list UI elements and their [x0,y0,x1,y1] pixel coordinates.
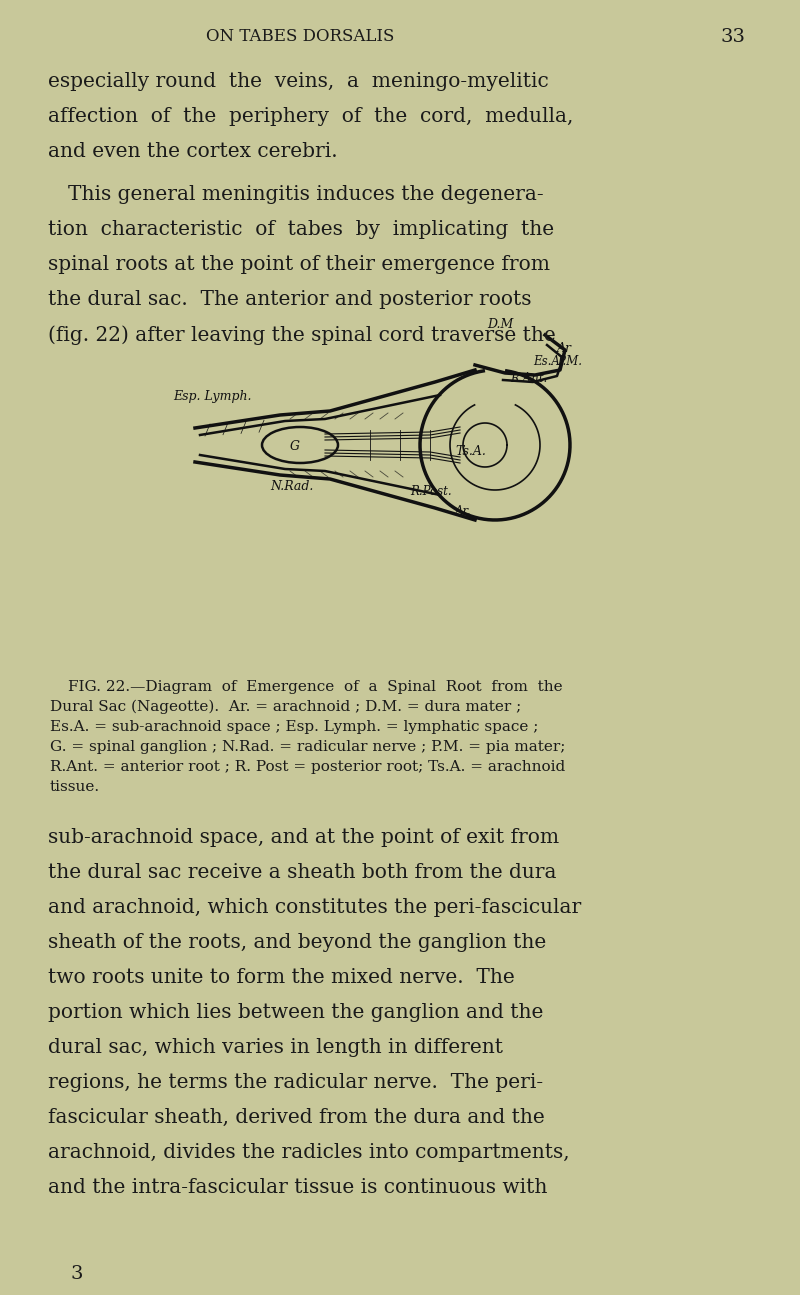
Text: the dural sac receive a sheath both from the dura: the dural sac receive a sheath both from… [48,862,557,882]
Text: Ar.: Ar. [455,505,472,518]
Text: FIG. 22.—Diagram  of  Emergence  of  a  Spinal  Root  from  the: FIG. 22.—Diagram of Emergence of a Spina… [68,680,562,694]
Text: P.M.: P.M. [557,355,582,368]
Text: and arachnoid, which constitutes the peri-fascicular: and arachnoid, which constitutes the per… [48,897,582,917]
Text: Esp. Lymph.: Esp. Lymph. [173,390,251,403]
Text: Es.A: Es.A [533,355,560,368]
Text: N.Rad.: N.Rad. [270,480,314,493]
Text: fascicular sheath, derived from the dura and the: fascicular sheath, derived from the dura… [48,1109,545,1127]
Text: R.Ant. = anterior root ; R. Post = posterior root; Ts.A. = arachnoid: R.Ant. = anterior root ; R. Post = poste… [50,760,566,774]
Text: (fig. 22) after leaving the spinal cord traverse the: (fig. 22) after leaving the spinal cord … [48,325,556,344]
Text: the dural sac.  The anterior and posterior roots: the dural sac. The anterior and posterio… [48,290,531,310]
Text: D.M: D.M [487,319,513,332]
Text: portion which lies between the ganglion and the: portion which lies between the ganglion … [48,1004,543,1022]
Text: tion  characteristic  of  tabes  by  implicating  the: tion characteristic of tabes by implicat… [48,220,554,240]
Text: G: G [290,440,300,453]
Text: tissue.: tissue. [50,780,100,794]
Text: dural sac, which varies in length in different: dural sac, which varies in length in dif… [48,1039,503,1057]
Text: Ar: Ar [557,342,572,355]
Text: especially round  the  veins,  a  meningo-myelitic: especially round the veins, a meningo-my… [48,73,549,91]
Text: ON TABES DORSALIS: ON TABES DORSALIS [206,28,394,45]
Text: Ts.A.: Ts.A. [455,445,486,458]
Text: and the intra-fascicular tissue is continuous with: and the intra-fascicular tissue is conti… [48,1178,547,1197]
Text: This general meningitis induces the degenera-: This general meningitis induces the dege… [68,185,544,205]
Text: spinal roots at the point of their emergence from: spinal roots at the point of their emerg… [48,255,550,275]
Text: Es.A. = sub-arachnoid space ; Esp. Lymph. = lymphatic space ;: Es.A. = sub-arachnoid space ; Esp. Lymph… [50,720,538,734]
Text: regions, he terms the radicular nerve.  The peri-: regions, he terms the radicular nerve. T… [48,1074,543,1092]
Text: 33: 33 [720,28,745,47]
Text: sheath of the roots, and beyond the ganglion the: sheath of the roots, and beyond the gang… [48,932,546,952]
Text: and even the cortex cerebri.: and even the cortex cerebri. [48,142,338,161]
Text: Dural Sac (Nageotte).  Ar. = arachnoid ; D.M. = dura mater ;: Dural Sac (Nageotte). Ar. = arachnoid ; … [50,701,522,715]
Text: R.Post.: R.Post. [410,486,452,499]
Text: 3: 3 [70,1265,82,1283]
Text: G. = spinal ganglion ; N.Rad. = radicular nerve ; P.M. = pia mater;: G. = spinal ganglion ; N.Rad. = radicula… [50,739,566,754]
Text: affection  of  the  periphery  of  the  cord,  medulla,: affection of the periphery of the cord, … [48,107,574,126]
Text: sub-arachnoid space, and at the point of exit from: sub-arachnoid space, and at the point of… [48,828,559,847]
Text: R.Ant.: R.Ant. [510,372,547,385]
Text: two roots unite to form the mixed nerve.  The: two roots unite to form the mixed nerve.… [48,967,514,987]
Text: arachnoid, divides the radicles into compartments,: arachnoid, divides the radicles into com… [48,1143,570,1162]
